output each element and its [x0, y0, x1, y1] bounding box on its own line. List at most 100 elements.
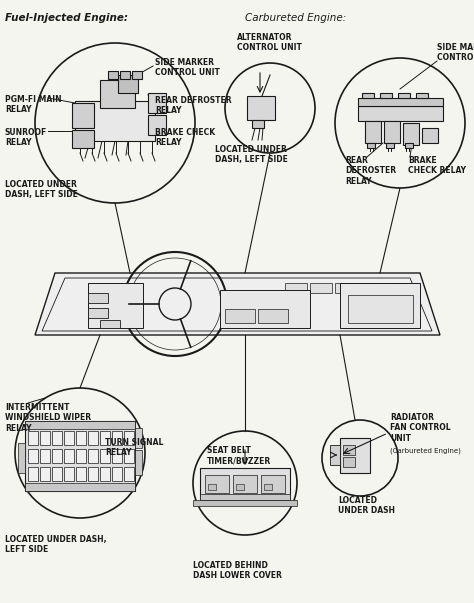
- Bar: [88, 283, 143, 328]
- Text: SUNROOF
RELAY: SUNROOF RELAY: [5, 128, 47, 147]
- Bar: [398, 93, 410, 98]
- Bar: [200, 468, 290, 500]
- Bar: [112, 467, 122, 481]
- Bar: [52, 449, 62, 463]
- Bar: [112, 431, 122, 445]
- Bar: [28, 431, 38, 445]
- Bar: [28, 467, 38, 481]
- Bar: [358, 106, 443, 121]
- Bar: [76, 467, 86, 481]
- Bar: [25, 421, 135, 429]
- Text: TURN SIGNAL
RELAY: TURN SIGNAL RELAY: [105, 438, 164, 458]
- Bar: [233, 475, 257, 493]
- Bar: [416, 93, 428, 98]
- Bar: [118, 75, 138, 93]
- Bar: [385, 283, 407, 293]
- Bar: [225, 309, 255, 323]
- Bar: [200, 494, 290, 500]
- Text: SIDE MARKER
CONTROL UNIT: SIDE MARKER CONTROL UNIT: [437, 43, 474, 62]
- Bar: [40, 431, 50, 445]
- Bar: [422, 128, 438, 143]
- Bar: [258, 309, 288, 323]
- Bar: [310, 283, 332, 293]
- Bar: [405, 143, 413, 148]
- Bar: [135, 450, 142, 475]
- Bar: [88, 431, 98, 445]
- Bar: [40, 449, 50, 463]
- Bar: [88, 308, 108, 318]
- Text: INTERMITTENT
WINDSHIELD WIPER
RELAY: INTERMITTENT WINDSHIELD WIPER RELAY: [5, 403, 91, 433]
- Text: LOCATED UNDER DASH,
LEFT SIDE: LOCATED UNDER DASH, LEFT SIDE: [5, 535, 107, 554]
- Bar: [135, 428, 142, 448]
- Bar: [124, 467, 134, 481]
- Bar: [76, 449, 86, 463]
- Bar: [132, 71, 142, 79]
- Bar: [108, 71, 118, 79]
- Text: (Carbureted Engine): (Carbureted Engine): [390, 448, 461, 455]
- Bar: [18, 443, 25, 473]
- Bar: [28, 449, 38, 463]
- Bar: [100, 431, 110, 445]
- Bar: [358, 98, 443, 106]
- Polygon shape: [35, 273, 440, 335]
- Text: LOCATED UNDER
DASH, LEFT SIDE: LOCATED UNDER DASH, LEFT SIDE: [215, 145, 288, 165]
- Bar: [335, 283, 357, 293]
- Bar: [362, 93, 374, 98]
- Bar: [403, 123, 419, 145]
- Bar: [343, 457, 355, 467]
- Text: RADIATOR
FAN CONTROL
UNIT: RADIATOR FAN CONTROL UNIT: [390, 413, 451, 443]
- Text: ALTERNATOR
CONTROL UNIT: ALTERNATOR CONTROL UNIT: [237, 33, 302, 52]
- Text: SIDE MARKER
CONTROL UNIT: SIDE MARKER CONTROL UNIT: [155, 58, 220, 77]
- Bar: [367, 143, 375, 148]
- Bar: [148, 93, 166, 113]
- Bar: [100, 449, 110, 463]
- Text: REAR
DEFROSTER
RELAY: REAR DEFROSTER RELAY: [345, 156, 396, 186]
- Bar: [88, 293, 108, 303]
- Bar: [264, 484, 272, 490]
- Bar: [76, 431, 86, 445]
- Text: SEAT BELT
TIMER/BUZZER: SEAT BELT TIMER/BUZZER: [207, 446, 271, 466]
- Bar: [124, 449, 134, 463]
- Text: BRAKE
CHECK RELAY: BRAKE CHECK RELAY: [408, 156, 466, 175]
- Bar: [340, 438, 370, 473]
- Bar: [64, 449, 74, 463]
- Bar: [64, 467, 74, 481]
- Bar: [380, 93, 392, 98]
- Bar: [193, 500, 297, 506]
- Bar: [236, 484, 244, 490]
- Bar: [64, 431, 74, 445]
- Text: REAR DEFROSTER
RELAY: REAR DEFROSTER RELAY: [155, 96, 232, 115]
- Bar: [252, 120, 264, 128]
- Bar: [384, 121, 400, 143]
- Text: Fuel-Injected Engine:: Fuel-Injected Engine:: [5, 13, 128, 23]
- Bar: [208, 484, 216, 490]
- Bar: [75, 101, 155, 141]
- Bar: [124, 431, 134, 445]
- Bar: [340, 283, 420, 328]
- Text: BRAKE CHECK
RELAY: BRAKE CHECK RELAY: [155, 128, 215, 147]
- Text: LOCATED
UNDER DASH: LOCATED UNDER DASH: [338, 496, 395, 516]
- Text: LOCATED UNDER
DASH, LEFT SIDE: LOCATED UNDER DASH, LEFT SIDE: [5, 180, 78, 200]
- Bar: [72, 103, 94, 128]
- Bar: [247, 96, 275, 120]
- Bar: [205, 475, 229, 493]
- Bar: [100, 80, 135, 108]
- Bar: [88, 449, 98, 463]
- Bar: [25, 421, 135, 491]
- Bar: [386, 143, 394, 148]
- Bar: [52, 467, 62, 481]
- Bar: [100, 320, 120, 328]
- Bar: [330, 445, 340, 465]
- Bar: [220, 290, 310, 328]
- Bar: [100, 467, 110, 481]
- Bar: [285, 283, 307, 293]
- Text: Carbureted Engine:: Carbureted Engine:: [245, 13, 346, 23]
- Bar: [365, 121, 381, 143]
- Bar: [52, 431, 62, 445]
- Bar: [261, 475, 285, 493]
- Text: PGM-FI MAIN
RELAY: PGM-FI MAIN RELAY: [5, 95, 62, 115]
- Bar: [148, 115, 166, 135]
- Bar: [120, 71, 130, 79]
- Bar: [343, 445, 355, 455]
- Bar: [348, 295, 413, 323]
